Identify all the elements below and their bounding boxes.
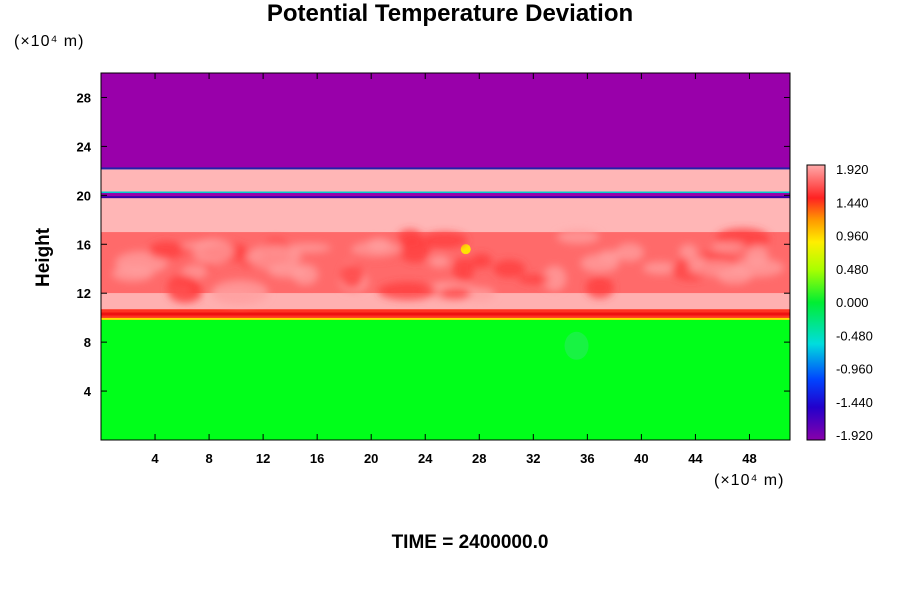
time-footer: TIME = 2400000.0 (391, 532, 549, 553)
turbulence-blob (452, 257, 475, 282)
turbulence-blob (292, 263, 319, 286)
turbulence-blob (492, 259, 526, 278)
turbulence-blob (585, 276, 614, 299)
colorbar-label: -1.440 (836, 395, 873, 410)
turbulence-blob (615, 243, 644, 262)
x-tick-label: 28 (472, 451, 486, 466)
turbulence-blob (580, 253, 620, 273)
y-tick-label: 12 (77, 286, 91, 301)
turbulence-blob (421, 232, 468, 249)
turbulence-blob (688, 260, 743, 277)
y-tick-label: 8 (84, 335, 91, 350)
turbulence-blob (399, 238, 431, 263)
x-tick-label: 8 (205, 451, 212, 466)
turbulence-blob (115, 251, 168, 275)
warm-spot (460, 244, 471, 255)
stripe-yellow (101, 317, 790, 320)
y-tick-label: 4 (84, 384, 92, 399)
colorbar-label: 1.920 (836, 162, 869, 177)
x-tick-label: 16 (310, 451, 324, 466)
y-axis-unit: (×10⁴ m) (14, 33, 85, 50)
turbulence-blob (711, 241, 746, 252)
field-band-6 (101, 168, 790, 192)
turbulence-blob (465, 286, 496, 302)
y-tick-label: 16 (77, 237, 91, 252)
y-tick-label: 20 (77, 188, 91, 203)
green-patch (564, 331, 589, 360)
turbulence-blob (679, 244, 698, 259)
turbulence-blob (340, 263, 364, 289)
plot-frame (100, 72, 791, 441)
turbulence-blob (210, 290, 255, 301)
field-band-5 (101, 191, 790, 198)
stripe-navy (101, 196, 790, 199)
x-tick-label: 32 (526, 451, 540, 466)
colorbar-labels: 1.920 1.440 0.960 0.480 0.000 -0.480 -0.960 -1.… (836, 162, 873, 443)
turbulence-layer (111, 228, 785, 306)
field-band-7 (101, 73, 790, 169)
colorbar-label: 0.480 (836, 262, 869, 277)
turbulence-blob (286, 243, 332, 253)
y-axis-ticks: 4 8 12 16 20 24 28 (77, 90, 790, 399)
chart-title: Potential Temperature Deviation (266, 0, 634, 27)
turbulence-blob (517, 274, 550, 284)
colorbar-label: 0.960 (836, 229, 869, 244)
x-tick-label: 20 (364, 451, 378, 466)
turbulence-blob (729, 258, 785, 278)
colorbar-label: -1.920 (836, 428, 873, 443)
stripe-red (101, 312, 790, 316)
turbulence-blob (367, 237, 392, 252)
colorbar-label: -0.480 (836, 328, 873, 343)
x-tick-label: 40 (634, 451, 648, 466)
x-tick-label: 4 (151, 451, 159, 466)
y-tick-label: 28 (77, 90, 91, 105)
colorbar-label: 0.000 (836, 295, 869, 310)
turbulence-blob (181, 263, 208, 279)
turbulence-blob (192, 238, 235, 265)
field-band-2 (101, 293, 790, 310)
turbulence-blob (556, 229, 600, 244)
x-tick-label: 36 (580, 451, 594, 466)
x-axis-unit: (×10⁴ m) (714, 472, 785, 489)
y-tick-label: 24 (77, 139, 92, 154)
turbulence-blob (246, 244, 302, 270)
turbulence-blob (642, 261, 679, 275)
turbulence-blob (428, 255, 450, 268)
turbulence-blob (167, 274, 200, 300)
colorbar (806, 164, 826, 441)
colorbar-label: -0.960 (836, 362, 873, 377)
turbulence-blob (148, 241, 185, 260)
turbulence-blob (378, 282, 437, 301)
x-axis-ticks: 4 8 12 16 20 24 28 32 36 40 44 48 (151, 73, 757, 466)
x-tick-label: 48 (742, 451, 756, 466)
turbulence-blob (745, 245, 769, 266)
field-band-0 (101, 318, 790, 440)
x-tick-label: 24 (418, 451, 433, 466)
turbulence-blob (470, 253, 493, 269)
x-tick-label: 44 (688, 451, 703, 466)
turbulence-blob (438, 287, 472, 300)
turbulence-blob (542, 265, 567, 292)
x-tick-label: 12 (256, 451, 270, 466)
field-band-4 (101, 197, 790, 233)
colorbar-label: 1.440 (836, 195, 869, 210)
stripe-tropopause (101, 167, 790, 170)
stripe-cyan (101, 191, 790, 194)
